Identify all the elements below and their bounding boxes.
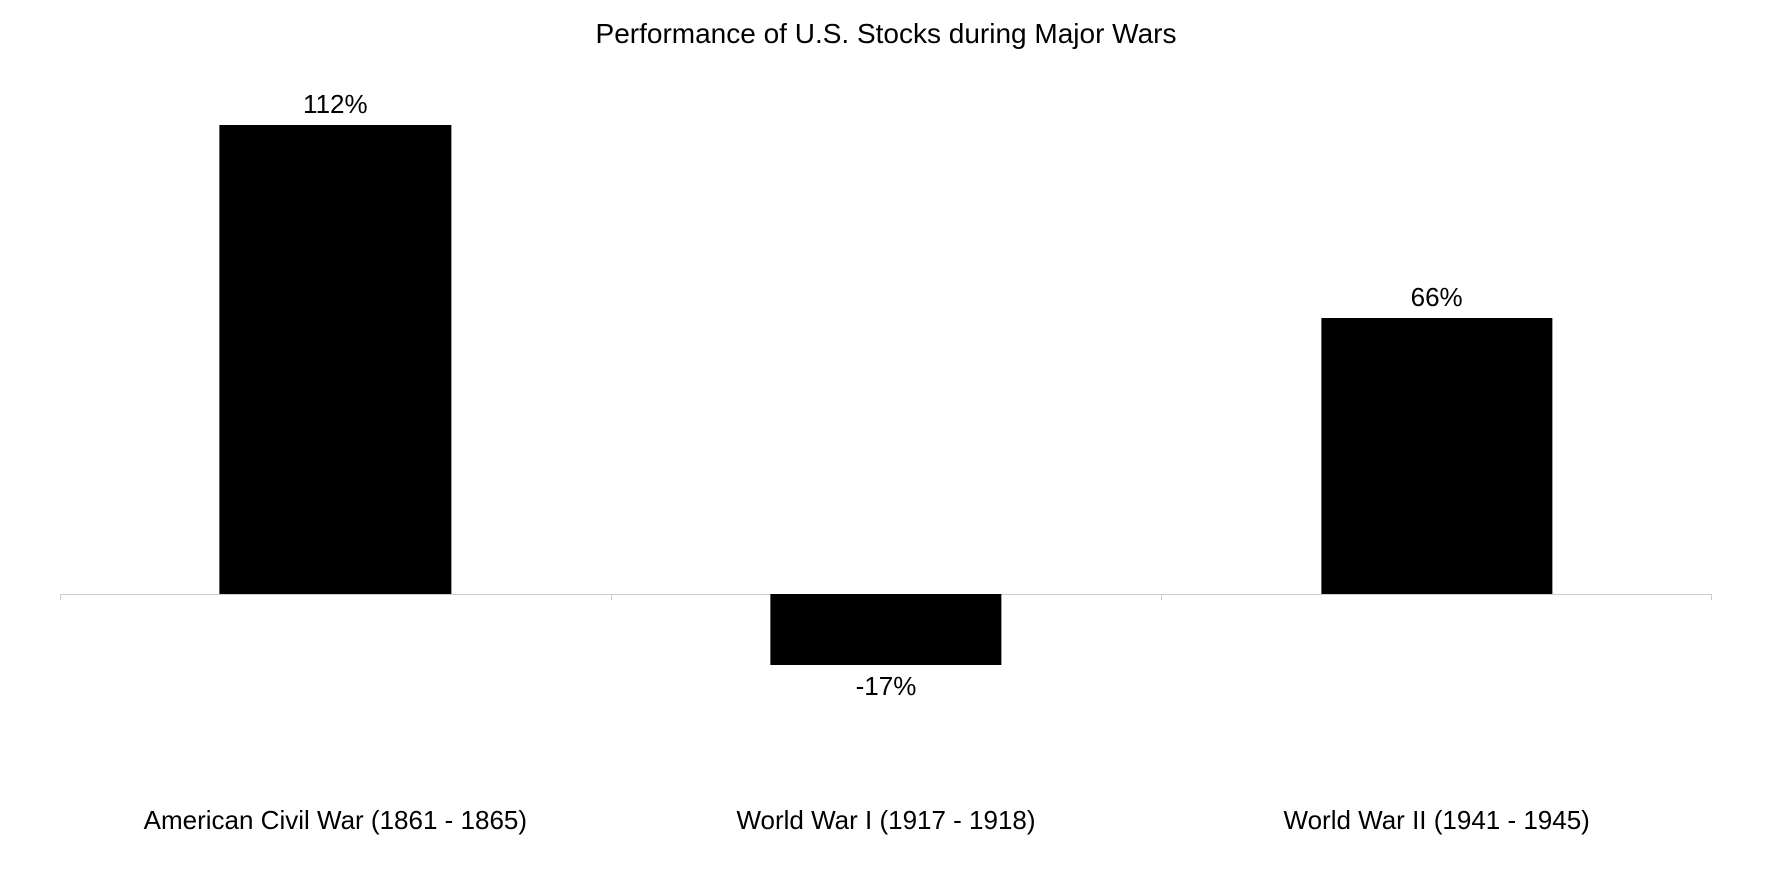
category-label-0: American Civil War (1861 - 1865) [60, 805, 611, 845]
bar-group-0: 112% [60, 75, 611, 715]
bar-2 [1321, 318, 1552, 594]
axis-tick [60, 594, 61, 600]
bar-1 [770, 594, 1001, 665]
chart-area: 112% -17% 66% American Civil War (1861 -… [60, 75, 1712, 845]
category-label-1: World War I (1917 - 1918) [611, 805, 1162, 845]
bar-group-2: 66% [1161, 75, 1712, 715]
category-label-2: World War II (1941 - 1945) [1161, 805, 1712, 845]
bar-group-1: -17% [611, 75, 1162, 715]
axis-tick [611, 594, 612, 600]
chart-title: Performance of U.S. Stocks during Major … [0, 0, 1772, 50]
category-labels-row: American Civil War (1861 - 1865) World W… [60, 805, 1712, 845]
plot-region: 112% -17% 66% [60, 75, 1712, 715]
bar-value-label-1: -17% [856, 671, 917, 702]
bar-value-label-2: 66% [1411, 282, 1463, 313]
bar-0 [220, 125, 451, 594]
bar-value-label-0: 112% [303, 89, 368, 120]
axis-tick [1161, 594, 1162, 600]
axis-tick [1711, 594, 1712, 600]
